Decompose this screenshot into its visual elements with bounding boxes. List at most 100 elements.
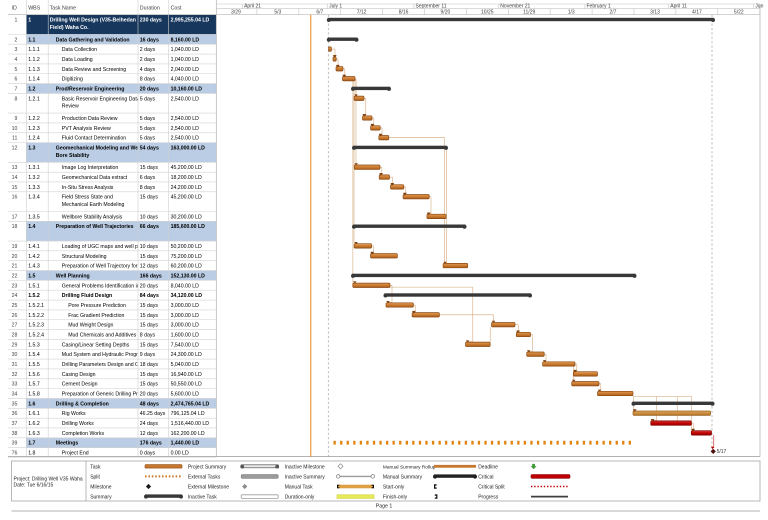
svg-text:1.6.2: 1.6.2	[28, 421, 40, 427]
svg-text:Finish-only: Finish-only	[383, 495, 408, 501]
svg-text:1.2.1: 1.2.1	[28, 96, 40, 102]
svg-text:10 days: 10 days	[140, 214, 159, 220]
svg-text:Structural Modeling: Structural Modeling	[62, 254, 107, 260]
svg-text:Mud System and Hydraulic Progr: Mud System and Hydraulic Progra	[62, 352, 141, 358]
svg-text:3,000.00 LD: 3,000.00 LD	[171, 313, 200, 319]
svg-text:7: 7	[15, 87, 18, 93]
svg-text:1,516,440.00 LD: 1,516,440.00 LD	[171, 421, 210, 427]
svg-text:10 days: 10 days	[140, 244, 159, 250]
svg-text:Completion Works: Completion Works	[62, 431, 105, 437]
svg-text:Production Data Review: Production Data Review	[62, 116, 118, 122]
svg-text:1.6: 1.6	[28, 401, 35, 407]
svg-text:Drilling Parameters Design and: Drilling Parameters Design and O	[62, 362, 139, 368]
svg-text:2,540.00 LD: 2,540.00 LD	[171, 136, 200, 142]
svg-text:External Milestone: External Milestone	[188, 485, 229, 491]
svg-text:11/29: 11/29	[523, 10, 535, 16]
svg-text:1.3.2: 1.3.2	[28, 175, 40, 181]
svg-text:2 days: 2 days	[140, 57, 156, 63]
svg-text:39: 39	[12, 441, 18, 447]
svg-text:External Tasks: External Tasks	[188, 474, 221, 480]
svg-text:Inactive Milestone: Inactive Milestone	[285, 464, 325, 470]
svg-text:8,040.00 LD: 8,040.00 LD	[171, 283, 200, 289]
svg-text:50,200.00 LD: 50,200.00 LD	[171, 244, 202, 250]
svg-text:1.4.1: 1.4.1	[28, 244, 40, 250]
svg-text:20 days: 20 days	[140, 87, 159, 93]
svg-text:1.3.5: 1.3.5	[28, 214, 40, 220]
svg-text:8/16: 8/16	[399, 10, 409, 16]
svg-text:Summary: Summary	[90, 495, 112, 501]
svg-text:4: 4	[15, 57, 18, 63]
svg-text:46.25 days: 46.25 days	[140, 411, 166, 417]
svg-text:3,000.00 LD: 3,000.00 LD	[171, 303, 200, 309]
svg-text:18 days: 18 days	[140, 362, 159, 368]
svg-text:32: 32	[12, 372, 18, 378]
svg-text:185,600.00 LD: 185,600.00 LD	[171, 224, 206, 230]
svg-text:Cement Design: Cement Design	[62, 382, 98, 388]
svg-text:30: 30	[12, 352, 18, 358]
svg-text:Date: Tue 6/16/15: Date: Tue 6/16/15	[14, 483, 54, 489]
svg-text:12: 12	[12, 146, 18, 152]
svg-text:15 days: 15 days	[140, 342, 159, 348]
svg-text:0.00 LD: 0.00 LD	[171, 451, 189, 457]
svg-text:8,160.00 LD: 8,160.00 LD	[171, 37, 200, 43]
svg-text:2,540.00 LD: 2,540.00 LD	[171, 116, 200, 122]
svg-text:1.3.4: 1.3.4	[28, 195, 40, 201]
svg-text:Split: Split	[90, 474, 100, 480]
svg-text:9/20: 9/20	[441, 10, 451, 16]
svg-text:Deadline: Deadline	[478, 464, 498, 470]
svg-text:Drilling & Completion: Drilling & Completion	[56, 401, 109, 407]
svg-text:4/17: 4/17	[692, 10, 702, 16]
svg-text:2,995,255.04 LD: 2,995,255.04 LD	[171, 18, 210, 24]
svg-text:5: 5	[15, 67, 18, 73]
svg-text:36: 36	[12, 411, 18, 417]
svg-text:General Problems Identificatio: General Problems Identification in	[62, 283, 140, 289]
svg-text:1.5.2.4: 1.5.2.4	[28, 333, 44, 339]
svg-text:Preparation of Well Trajectori: Preparation of Well Trajectories	[56, 224, 134, 230]
svg-text:25: 25	[12, 303, 18, 309]
svg-text:2,040.00 LD: 2,040.00 LD	[171, 67, 200, 73]
svg-text:Image Log Interpretation: Image Log Interpretation	[62, 165, 119, 171]
svg-text:15 days: 15 days	[140, 165, 159, 171]
svg-text:60,200.00 LD: 60,200.00 LD	[171, 264, 202, 270]
svg-text:1: 1	[28, 18, 31, 24]
svg-text:34: 34	[12, 392, 18, 398]
svg-text:1.5: 1.5	[28, 273, 35, 279]
svg-text:Cost: Cost	[171, 6, 182, 12]
svg-text:Project End: Project End	[62, 451, 89, 457]
svg-text:Milestone: Milestone	[90, 485, 112, 491]
svg-text:Rig Works: Rig Works	[62, 411, 86, 417]
svg-text:8 days: 8 days	[140, 333, 156, 339]
svg-text:1.5.2.1: 1.5.2.1	[28, 303, 44, 309]
svg-text:2: 2	[15, 37, 18, 43]
svg-text:48 days: 48 days	[140, 401, 159, 407]
svg-text:7,540.00 LD: 7,540.00 LD	[171, 342, 200, 348]
svg-text:26: 26	[12, 313, 18, 319]
svg-text:2/7: 2/7	[610, 10, 617, 16]
svg-text:April 11: April 11	[670, 3, 687, 9]
svg-text:Prod/Reservoir Engineering: Prod/Reservoir Engineering	[56, 87, 125, 93]
svg-text:2,540.00 LD: 2,540.00 LD	[171, 126, 200, 132]
svg-text:11: 11	[12, 136, 17, 142]
svg-text:30,200.00 LD: 30,200.00 LD	[171, 214, 202, 220]
svg-text:1.5.7: 1.5.7	[28, 382, 40, 388]
svg-text:Task: Task	[90, 464, 101, 470]
svg-text:31: 31	[12, 362, 18, 368]
svg-text:Inactive Summary: Inactive Summary	[285, 474, 326, 480]
svg-text:1.4: 1.4	[28, 224, 35, 230]
svg-text:4,040.00 LD: 4,040.00 LD	[171, 77, 200, 83]
svg-text:6: 6	[15, 77, 18, 83]
svg-text:24,300.00 LD: 24,300.00 LD	[171, 352, 202, 358]
svg-text:163,000.00 LD: 163,000.00 LD	[171, 146, 206, 152]
svg-text:1,600.00 LD: 1,600.00 LD	[171, 333, 200, 339]
svg-text:Geomechanical Data extract: Geomechanical Data extract	[62, 175, 128, 181]
svg-text:1.3.1: 1.3.1	[28, 165, 40, 171]
svg-text:5 days: 5 days	[140, 96, 156, 102]
svg-text:12 days: 12 days	[140, 264, 159, 270]
svg-text:Bore Stability: Bore Stability	[56, 153, 90, 159]
svg-text:1.1.1: 1.1.1	[28, 47, 40, 53]
svg-text:15 days: 15 days	[140, 382, 159, 388]
svg-text:November 21: November 21	[500, 3, 530, 9]
svg-text:22: 22	[12, 273, 18, 279]
svg-text:1,440.00 LD: 1,440.00 LD	[171, 441, 200, 447]
svg-text:Fluid Contact Determination: Fluid Contact Determination	[62, 136, 126, 142]
